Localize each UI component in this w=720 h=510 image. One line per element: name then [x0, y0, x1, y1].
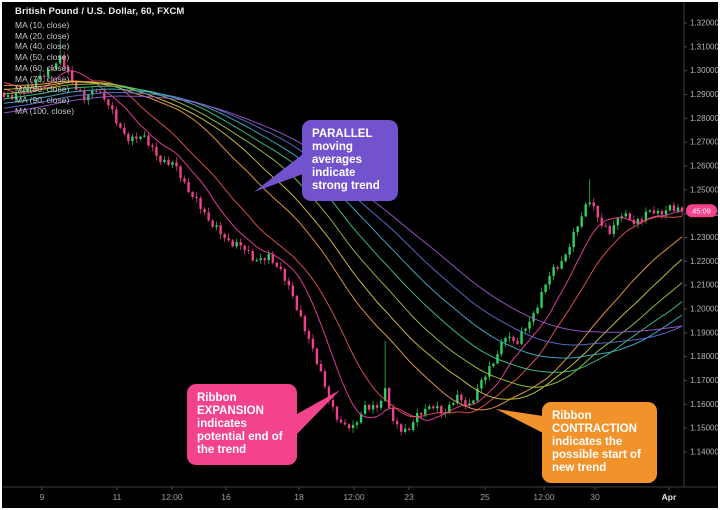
price-tick-label: 1.31000 [690, 42, 718, 51]
callout-ribbon-expansion[interactable]: Ribbon EXPANSION indicates potential end… [187, 384, 297, 465]
price-tick-label: 1.20000 [690, 305, 718, 314]
time-tick-label: 9 [40, 492, 45, 502]
price-tick-label: 1.22000 [690, 257, 718, 266]
svg-text:45:09: 45:09 [692, 207, 711, 216]
price-tick-label: 1.30000 [690, 66, 718, 75]
price-tick-label: 1.25000 [690, 185, 718, 194]
last-price-label: 45:09 [686, 204, 717, 218]
callout-parallel-tail [254, 154, 303, 192]
price-tick-label: 1.18000 [690, 352, 718, 361]
price-tick-label: 1.28000 [690, 114, 718, 123]
price-tick-label: 1.19000 [690, 328, 718, 337]
time-tick-label: 30 [590, 492, 600, 502]
time-tick-label: 12:00 [533, 492, 555, 502]
callout-ribbon-contraction[interactable]: Ribbon CONTRACTION indicates the possibl… [542, 402, 657, 483]
price-tick-label: 1.14000 [690, 448, 718, 457]
price-tick-label: 1.23000 [690, 233, 718, 242]
price-tick-label: 1.16000 [690, 400, 718, 409]
time-tick-label: 11 [113, 492, 122, 502]
price-tick-label: 1.32000 [690, 19, 718, 28]
time-tick-label: 12:00 [343, 492, 365, 502]
time-tick-label: 12:00 [161, 492, 183, 502]
callout-parallel-trend[interactable]: PARALLEL moving averages indicate strong… [302, 120, 398, 201]
time-tick-label: 25 [480, 492, 490, 502]
time-tick-label: 18 [294, 492, 304, 502]
price-tick-label: 1.29000 [690, 90, 718, 99]
price-tick-label: 1.26000 [690, 162, 718, 171]
time-tick-label: 23 [404, 492, 414, 502]
time-tick-label: Apr [662, 492, 677, 502]
callout-expansion-tail [297, 390, 340, 434]
price-tick-label: 1.15000 [690, 424, 718, 433]
time-scale[interactable]: 9 11 12:00 16 18 12:00 23 25 12:00 30 Apr [40, 487, 677, 502]
time-tick-label: 16 [221, 492, 231, 502]
price-tick-label: 1.27000 [690, 138, 718, 147]
callout-contraction-tail [496, 409, 543, 433]
price-tick-label: 1.17000 [690, 376, 718, 385]
price-scale[interactable]: 1.32000 1.31000 1.30000 1.29000 1.28000 1.270… [684, 19, 718, 457]
price-tick-label: 1.21000 [690, 281, 718, 290]
